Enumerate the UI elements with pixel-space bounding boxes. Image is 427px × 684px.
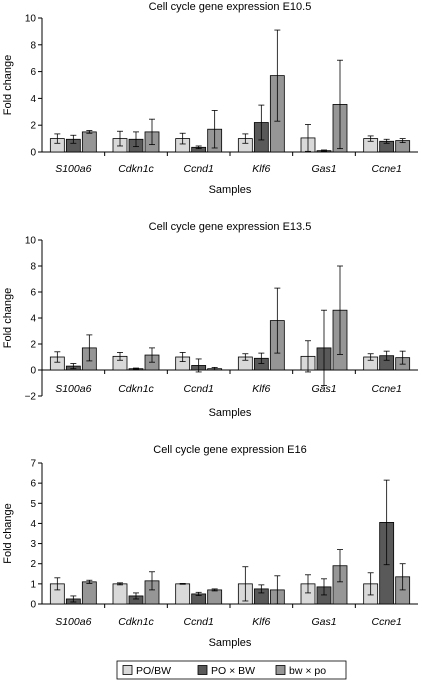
chart-1: Cell cycle gene expression E10.5 Fold cha… <box>2 1 418 196</box>
bar-cdkn1c-series-1 <box>112 583 128 605</box>
category-label: Ccne1 <box>371 383 401 395</box>
y-axis-label: Fold change <box>2 55 14 116</box>
category-label: Gas1 <box>311 616 336 628</box>
y-tick-label: 6 <box>30 288 36 299</box>
category-label: Ccnd1 <box>183 163 213 175</box>
category-label: Klf6 <box>252 383 270 395</box>
y-tick-label: 0 <box>30 366 36 377</box>
bar-s100a6-series-3 <box>81 581 97 605</box>
category-label: S100a6 <box>55 383 91 395</box>
category-label: Cdkn1c <box>118 163 154 175</box>
y-tick-label: 6 <box>30 479 36 490</box>
category-label: Cdkn1c <box>118 383 154 395</box>
category-label: Klf6 <box>252 163 270 175</box>
y-tick-label: 0 <box>30 148 36 159</box>
y-axis-label: Fold change <box>2 503 14 564</box>
y-tick-label: 2 <box>30 559 36 570</box>
y-tick-label: 2 <box>30 340 36 351</box>
y-tick-label: 7 <box>30 459 36 470</box>
legend-label: PO × BW <box>211 665 255 677</box>
chart-title: Cell cycle gene expression E16 <box>153 444 306 456</box>
category-label: Gas1 <box>311 163 336 175</box>
legend-swatch <box>122 665 133 675</box>
y-tick-label: 5 <box>30 499 36 510</box>
legend-label: PO/BW <box>136 665 171 677</box>
category-label: Klf6 <box>252 616 270 628</box>
category-label: Ccne1 <box>371 163 401 175</box>
bar-ccnd1-series-1 <box>175 583 191 605</box>
legend-box <box>116 660 347 680</box>
legend: PO/BW PO × BW bw × po <box>116 660 347 680</box>
category-label: Ccnd1 <box>183 383 213 395</box>
chart-2: Cell cycle gene expression E13.5 Fold cha… <box>2 221 418 419</box>
y-tick-label: 0 <box>30 600 36 611</box>
x-axis-label: Samples <box>209 407 252 419</box>
legend-label: bw × po <box>289 665 326 677</box>
y-tick-label: 10 <box>25 236 37 247</box>
y-tick-label: 8 <box>30 40 36 51</box>
y-tick-label: 6 <box>30 67 36 78</box>
chart-title: Cell cycle gene expression E13.5 <box>149 221 312 233</box>
legend-swatch <box>197 665 208 675</box>
category-label: Ccnd1 <box>183 616 213 628</box>
category-label: S100a6 <box>55 163 91 175</box>
category-label: Cdkn1c <box>118 616 154 628</box>
y-tick-label: 2 <box>30 121 36 132</box>
chart-title: Cell cycle gene expression E10.5 <box>149 1 312 13</box>
y-tick-label: 1 <box>30 579 36 590</box>
x-axis-label: Samples <box>209 184 252 196</box>
y-tick-label: 4 <box>30 314 36 325</box>
y-tick-label: 10 <box>25 14 37 25</box>
chart-3: Cell cycle gene expression E16 Fold chang… <box>2 444 418 649</box>
y-tick-label: −2 <box>25 392 37 403</box>
category-label: Gas1 <box>311 383 336 395</box>
category-label: S100a6 <box>55 616 91 628</box>
y-tick-label: 3 <box>30 539 36 550</box>
y-tick-label: 4 <box>30 519 36 530</box>
y-tick-label: 8 <box>30 262 36 273</box>
bar-s100a6-series-3 <box>81 131 97 153</box>
y-tick-label: 4 <box>30 94 36 105</box>
bar-ccnd1-series-3 <box>207 589 223 605</box>
x-axis-label: Samples <box>209 637 252 649</box>
y-axis-label: Fold change <box>2 288 14 349</box>
category-label: Ccne1 <box>371 616 401 628</box>
legend-swatch <box>275 665 286 675</box>
